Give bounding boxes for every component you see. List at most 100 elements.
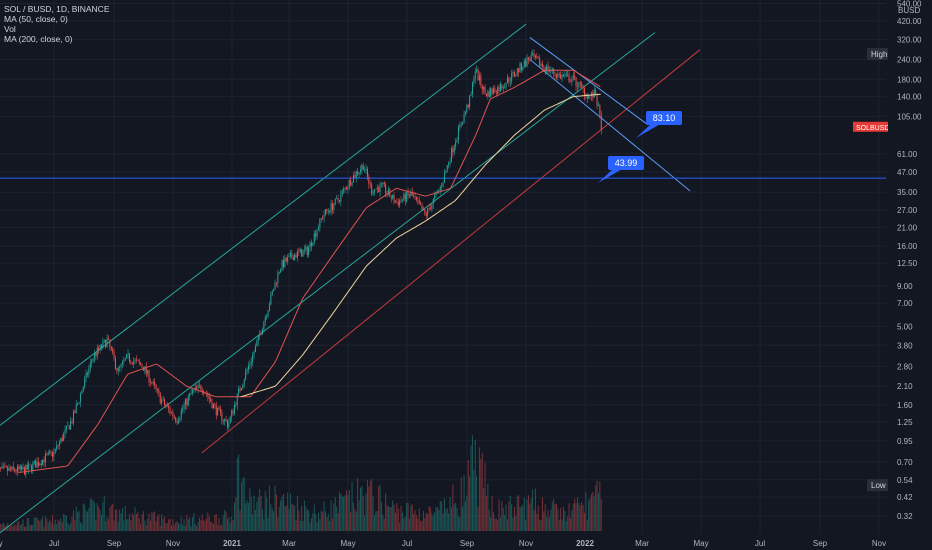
candle-body	[70, 421, 72, 430]
volume-bar	[207, 512, 209, 531]
volume-bar	[131, 512, 133, 531]
volume-bars	[0, 435, 602, 531]
volume-bar	[102, 502, 104, 531]
candle-body	[329, 210, 331, 213]
volume-bar	[590, 494, 592, 531]
candle-body	[278, 272, 280, 273]
volume-bar	[357, 478, 359, 531]
volume-bar	[243, 477, 245, 531]
downtrend-lower-line	[529, 59, 691, 192]
volume-bar	[365, 493, 367, 531]
candle-body	[266, 316, 268, 318]
candle-body	[494, 88, 496, 93]
candle-body	[484, 87, 486, 94]
volume-bar	[467, 460, 469, 531]
volume-bar	[592, 491, 594, 531]
price-tick-label: 5.00	[897, 322, 913, 331]
volume-bar	[473, 469, 475, 531]
volume-bar	[187, 519, 189, 531]
candle-body	[502, 87, 504, 89]
volume-bar	[512, 517, 514, 531]
volume-bar	[340, 493, 342, 531]
volume-bar	[161, 514, 163, 531]
volume-bar	[543, 511, 545, 531]
candle-body	[30, 464, 32, 471]
symbol-title[interactable]: SOL / BUSD, 1D, BINANCE	[4, 4, 110, 14]
volume-bar	[515, 516, 517, 531]
price-tick-label: 2.10	[897, 382, 913, 391]
candle-body	[424, 209, 426, 214]
volume-bar	[303, 500, 305, 531]
candle-body	[561, 74, 563, 79]
volume-bar	[124, 505, 126, 531]
volume-bar	[113, 520, 115, 531]
chart-legend: SOL / BUSD, 1D, BINANCE MA (50, close, 0…	[4, 4, 110, 44]
candle-body	[358, 172, 360, 175]
candle-body	[117, 367, 119, 371]
candle-body	[373, 189, 375, 193]
volume-bar	[176, 521, 178, 531]
volume-bar	[406, 502, 408, 531]
volume-bar	[133, 515, 135, 531]
candle-body	[256, 341, 258, 347]
candle-body	[169, 408, 171, 413]
candle-body	[8, 468, 10, 471]
candle-body	[350, 179, 352, 185]
candle-body	[595, 90, 597, 96]
volume-bar	[106, 516, 108, 531]
candle-body	[186, 399, 188, 406]
volume-bar	[354, 509, 356, 531]
candle-body	[578, 82, 580, 87]
volume-bar	[88, 507, 90, 531]
candle-body	[71, 421, 73, 423]
candle-body	[568, 74, 570, 82]
volume-bar	[301, 505, 303, 531]
volume-bar	[210, 521, 212, 531]
candle-body	[273, 289, 275, 292]
volume-bar	[168, 519, 170, 531]
time-tick-label: Sep	[107, 539, 122, 548]
candle-body	[432, 198, 434, 205]
volume-bar	[86, 511, 88, 531]
volume-bar	[588, 500, 590, 531]
time-axis[interactable]: May Jul Sep Nov 2021 Mar May Jul Sep Nov 2022 Mar Ma…	[0, 539, 886, 548]
ma200-legend[interactable]: MA (200, close, 0)	[4, 34, 73, 44]
volume-bar	[278, 507, 280, 531]
candle-body	[124, 358, 126, 361]
candle-body	[442, 182, 444, 187]
candle-body	[575, 77, 577, 86]
volume-bar	[252, 514, 254, 531]
candle-body	[99, 344, 101, 350]
candle-body	[210, 398, 212, 402]
volume-bar	[60, 518, 62, 531]
price-tick-label: 2.80	[897, 362, 913, 371]
candle-body	[443, 173, 445, 183]
volume-legend[interactable]: Vol	[4, 24, 16, 34]
candle-body	[511, 73, 513, 82]
candle-body	[536, 55, 538, 59]
candle-body	[385, 184, 387, 194]
volume-bar	[364, 515, 366, 531]
candle-body	[271, 291, 273, 295]
volume-bar	[280, 500, 282, 531]
candle-body	[525, 60, 527, 67]
volume-bar	[138, 518, 140, 531]
volume-bar	[562, 506, 564, 531]
volume-bar	[151, 512, 153, 531]
volume-bar	[229, 522, 231, 531]
candle-body	[102, 341, 104, 348]
candle-body	[65, 425, 67, 430]
candle-body	[11, 466, 13, 470]
volume-bar	[499, 517, 501, 531]
volume-bar	[351, 481, 353, 531]
volume-bar	[155, 521, 157, 531]
volume-bar	[53, 524, 55, 531]
volume-bar	[184, 526, 186, 531]
volume-bar	[574, 498, 576, 531]
volume-bar	[432, 516, 434, 531]
candle-body	[322, 218, 324, 219]
candle-body	[274, 282, 276, 290]
ma50-legend[interactable]: MA (50, close, 0)	[4, 14, 68, 24]
